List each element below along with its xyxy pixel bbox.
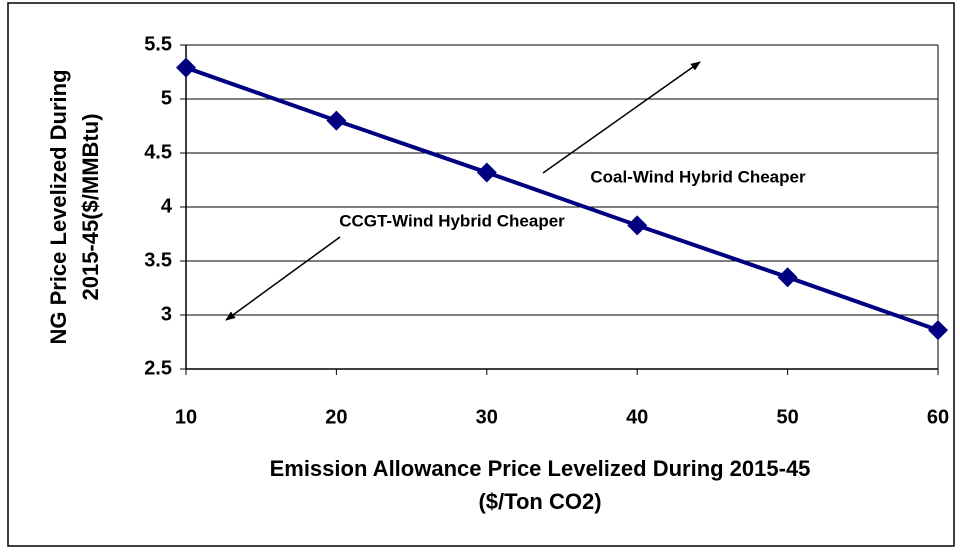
y-tick-label: 2.5 [144, 357, 172, 379]
y-tick-label: 4.5 [144, 141, 172, 163]
y-axis-label: 2015-45($/MMBtu) [78, 113, 103, 300]
data-marker [627, 215, 648, 236]
x-tick-label: 60 [927, 406, 949, 428]
x-tick-label: 10 [175, 406, 197, 428]
y-tick-label: 3.5 [144, 249, 172, 271]
x-tick-label: 50 [776, 406, 798, 428]
x-axis-label: ($/Ton CO2) [478, 489, 601, 514]
data-marker [476, 162, 497, 183]
y-tick-label: 5 [161, 87, 172, 109]
data-marker [777, 267, 798, 288]
y-axis-label: NG Price Levelized During [46, 69, 71, 344]
data-marker [176, 57, 196, 78]
y-tick-label: 3 [161, 303, 172, 325]
data-marker [326, 110, 347, 131]
arrow [542, 61, 701, 174]
arrow [225, 236, 341, 321]
data-marker [928, 320, 948, 341]
x-axis-label: Emission Allowance Price Levelized Durin… [270, 456, 811, 481]
x-tick-label: 20 [325, 406, 347, 428]
y-tick-label: 4 [161, 195, 173, 217]
y-tick-label: 5.5 [144, 33, 172, 55]
annotation: Coal-Wind Hybrid Cheaper [590, 167, 806, 186]
x-tick-label: 40 [626, 406, 648, 428]
x-tick-label: 30 [476, 406, 498, 428]
outer-frame [7, 2, 955, 547]
data-line [185, 65, 939, 333]
annotation: CCGT-Wind Hybrid Cheaper [339, 211, 565, 230]
